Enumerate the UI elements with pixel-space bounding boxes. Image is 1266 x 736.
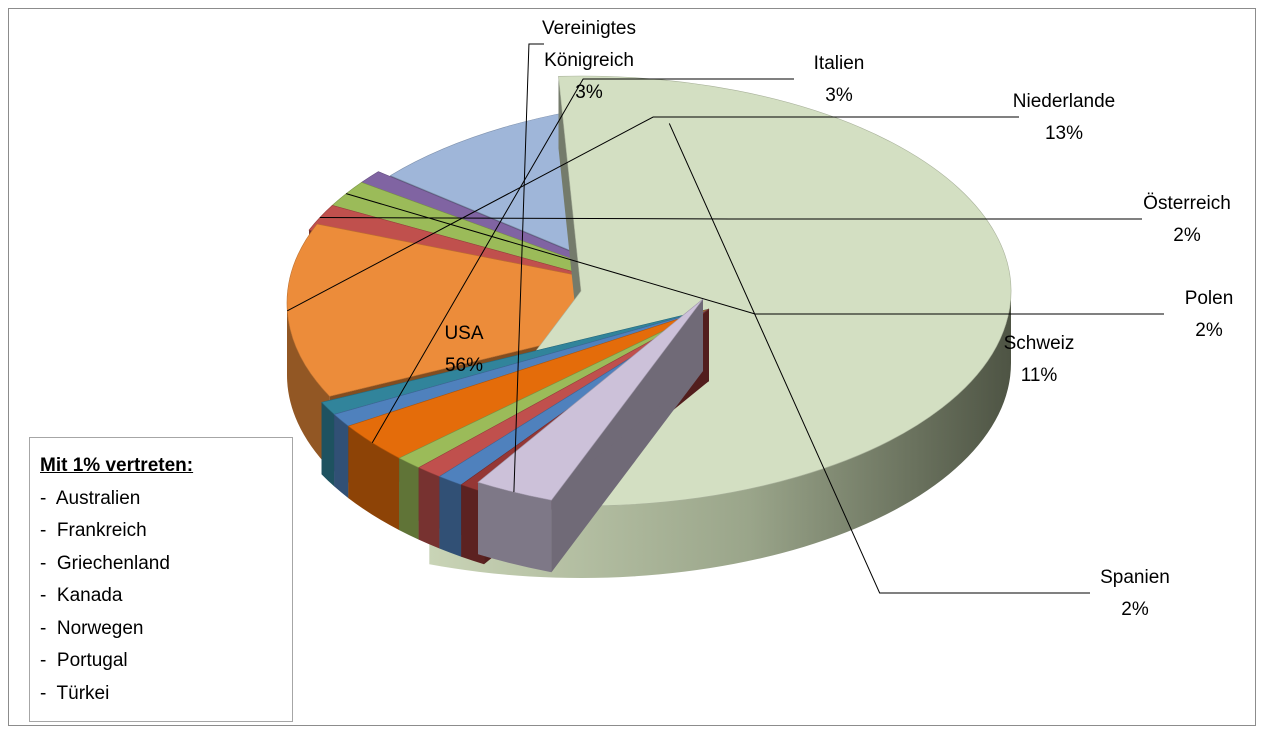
slice-side	[399, 458, 419, 540]
data-label-österreich: Österreich 2%	[1143, 193, 1231, 246]
leader-line-spanien	[668, 123, 1090, 594]
slice-side	[348, 426, 400, 531]
data-label-niederlande: Niederlande 13%	[1013, 91, 1115, 144]
slice-side	[287, 303, 330, 469]
leader-line-niederlande	[287, 116, 1019, 312]
legend-item-australien: Australien	[40, 483, 292, 516]
legend-item-frankreich: Frankreich	[40, 515, 292, 548]
legend-item-portugal: Portugal	[40, 645, 292, 678]
slice-side	[439, 476, 462, 557]
slice-side	[478, 482, 552, 573]
data-label-polen: Polen 2%	[1185, 288, 1234, 341]
legend-item-norwegen: Norwegen	[40, 613, 292, 646]
slice-wall	[558, 76, 581, 363]
pie-slice-vereinigtes-königreich	[477, 298, 704, 573]
legend-title: Mit 1% vertreten:	[40, 455, 194, 476]
slice-side	[418, 467, 440, 549]
pie-chart: USA 56% Vereinigtes Königreich 3% Italien 3% Ni…	[286, 18, 1234, 620]
leader-line-vereinigtes-königreich	[513, 43, 544, 493]
slice-side	[321, 402, 335, 487]
leader-line-italien	[371, 78, 794, 443]
data-label-vereinigtes-königreich: Vereinigtes Königreich 3%	[542, 18, 636, 103]
one-percent-legend: Mit 1% vertreten: Australien Frankreich …	[29, 437, 293, 722]
leader-line-österreich	[319, 217, 1142, 220]
data-label-italien: Italien 3%	[814, 53, 865, 106]
legend-item-tuerkei: Türkei	[40, 678, 292, 711]
data-label-spanien: Spanien 2%	[1100, 567, 1170, 620]
legend-item-kanada: Kanada	[40, 580, 292, 613]
slice-side	[334, 414, 349, 499]
data-label-schweiz: Schweiz 11%	[1004, 333, 1075, 386]
data-label-usa: USA 56%	[444, 323, 483, 376]
chart-frame: USA 56% Vereinigtes Königreich 3% Italien 3% Ni…	[8, 8, 1256, 726]
legend-item-griechenland: Griechenland	[40, 548, 292, 581]
